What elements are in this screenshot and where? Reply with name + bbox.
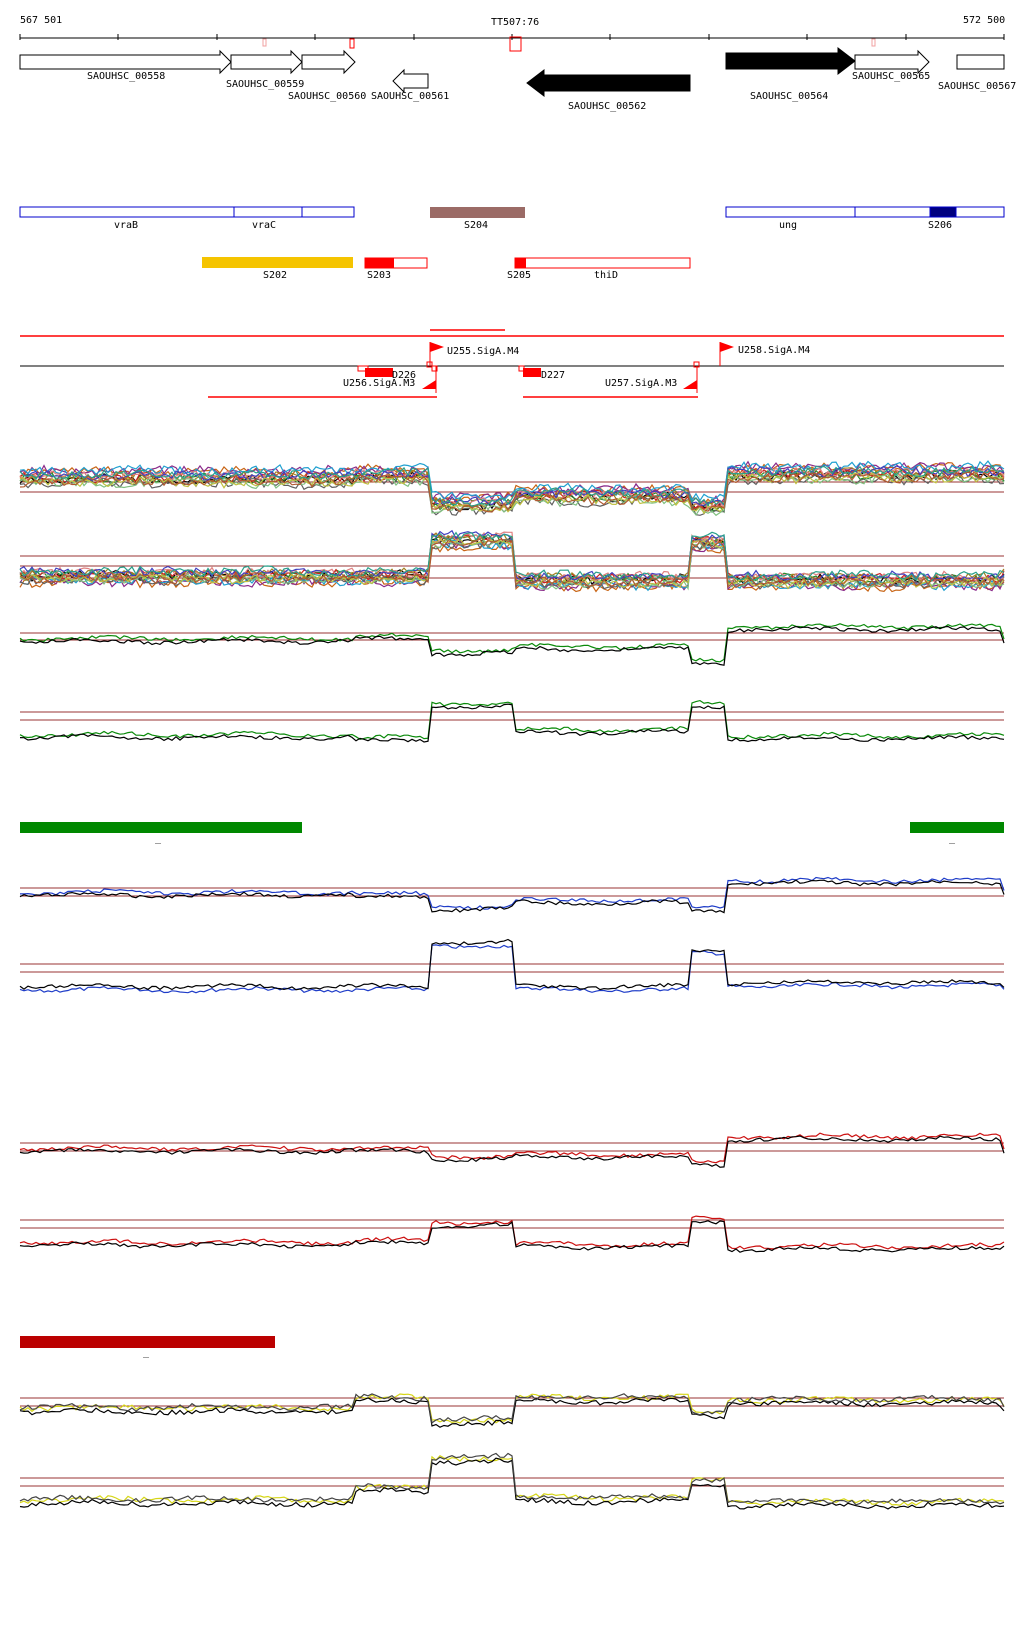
gene-label: SAOUHSC_00558: [87, 71, 165, 82]
condition-segment[interactable]: [20, 1336, 275, 1348]
gene-label: SAOUHSC_00567: [938, 81, 1016, 92]
condition-segment[interactable]: [910, 822, 1004, 833]
expression-trace: [19, 944, 1005, 994]
gene-saouhsc-00562[interactable]: SAOUHSC_00562: [526, 68, 691, 112]
expression-blue-top: [19, 876, 1005, 914]
promoter-label: U257.SigA.M3: [605, 378, 677, 389]
promoter-track: U255.SigA.M4 U258.SigA.M4 U256.SigA.M3 U…: [20, 329, 1004, 398]
feature-s204[interactable]: [430, 207, 525, 218]
expression-yellow-top: [19, 1393, 1005, 1428]
expression-trace: [19, 460, 1005, 505]
expression-multi-top: [19, 460, 1005, 517]
gene-saouhsc-00565[interactable]: SAOUHSC_00565: [852, 49, 930, 82]
expression-trace: [19, 876, 1005, 910]
condition-bar-green: _ _: [20, 822, 1004, 844]
expression-green-top: [19, 623, 1005, 666]
expression-red-top: [19, 1132, 1005, 1168]
transcript-lines: [20, 329, 1004, 398]
condition-mark: _: [949, 833, 956, 844]
gene-saouhsc-00561[interactable]: SAOUHSC_00561: [371, 68, 449, 102]
expression-trace: [19, 879, 1005, 914]
feature-s202[interactable]: [202, 257, 353, 268]
gene-label: SAOUHSC_00562: [568, 101, 646, 112]
gene-label: SAOUHSC_00560: [288, 91, 366, 102]
ruler-notches: [262, 36, 876, 52]
gene-saouhsc-00564[interactable]: SAOUHSC_00564: [725, 46, 856, 102]
expression-trace: [19, 1132, 1005, 1164]
feature-thid[interactable]: [514, 257, 691, 269]
operon-vrab-vrac[interactable]: [19, 206, 355, 218]
feature-label-s205: S205: [507, 270, 531, 281]
ruler-ticks: [19, 34, 1005, 40]
gene-label: SAOUHSC_00565: [852, 71, 930, 82]
expression-trace: [19, 471, 1005, 513]
gene-label: SAOUHSC_00564: [750, 91, 828, 102]
expression-trace: [19, 699, 1005, 740]
expression-trace: [19, 1457, 1005, 1510]
feature-label-vrac: vraC: [252, 220, 276, 231]
feature-label-s202: S202: [263, 270, 287, 281]
gene-saouhsc-00558[interactable]: SAOUHSC_00558: [19, 49, 232, 82]
gene-label: SAOUHSC_00559: [226, 79, 304, 90]
promoter-label: U256.SigA.M3: [343, 378, 415, 389]
expression-trace: [19, 703, 1005, 743]
terminator-label: D227: [541, 370, 565, 381]
feature-label-ung: ung: [779, 220, 797, 231]
expression-trace: [19, 531, 1005, 582]
terminator-label: D226: [392, 370, 416, 381]
expression-red-bottom: [19, 1215, 1005, 1253]
promoter-label: U255.SigA.M4: [447, 346, 519, 357]
feature-label-vrab: vraB: [114, 220, 138, 231]
expression-trace: [19, 464, 1005, 508]
gene-label: SAOUHSC_00561: [371, 91, 449, 102]
expression-yellow-bottom: [19, 1452, 1005, 1510]
coordinate-ruler: 567 501 TT507:76 572 500: [19, 15, 1005, 52]
promoter-u258[interactable]: U258.SigA.M4: [719, 342, 810, 366]
expression-trace: [19, 538, 1005, 589]
promoter-u257[interactable]: U257.SigA.M3: [605, 366, 698, 393]
promoter-u255[interactable]: U255.SigA.M4: [429, 342, 519, 366]
expression-trace: [19, 623, 1005, 663]
expression-trace: [19, 1220, 1005, 1253]
gene-saouhsc-00567[interactable]: SAOUHSC_00567: [938, 54, 1016, 92]
expression-trace: [19, 472, 1005, 515]
feature-label-s204: S204: [464, 220, 488, 231]
expression-trace: [19, 1452, 1005, 1506]
expression-trace: [19, 1393, 1005, 1424]
expression-trace: [19, 467, 1005, 510]
expression-green-bottom: [19, 699, 1005, 743]
gene-saouhsc-00560[interactable]: SAOUHSC_00560: [288, 49, 366, 102]
operon-ung-s206[interactable]: [725, 206, 1005, 218]
terminator-d227[interactable]: D227: [523, 368, 565, 381]
feature-label-s203: S203: [367, 270, 391, 281]
feature-s203[interactable]: [364, 257, 428, 269]
gene-track: SAOUHSC_00558 SAOUHSC_00559 SAOUHSC_0056…: [19, 46, 1016, 112]
expression-trace: [19, 625, 1005, 666]
feature-label-thid: thiD: [594, 270, 618, 281]
expression-trace: [19, 1135, 1005, 1168]
marker-label: TT507:76: [491, 17, 539, 28]
feature-track: vraB vraC S204 ung S206 S202 S203 S205 t…: [19, 206, 1005, 281]
gene-saouhsc-00559[interactable]: SAOUHSC_00559: [226, 49, 304, 90]
range-end-label: 572 500: [963, 15, 1005, 26]
expression-trace: [19, 938, 1005, 991]
condition-mark: _: [155, 833, 162, 844]
expression-trace: [19, 1397, 1005, 1428]
expression-multi-bottom: [19, 529, 1005, 593]
condition-mark: _: [143, 1347, 150, 1358]
axis-ticks: [426, 361, 700, 372]
condition-segment[interactable]: [20, 822, 302, 833]
expression-trace: [19, 1215, 1005, 1250]
expression-blue-bottom: [19, 938, 1005, 994]
promoter-label: U258.SigA.M4: [738, 345, 810, 356]
range-start-label: 567 501: [20, 15, 62, 26]
feature-label-s206: S206: [928, 220, 952, 231]
terminator-d226[interactable]: D226: [357, 365, 416, 381]
condition-bar-red: _: [20, 1336, 275, 1358]
